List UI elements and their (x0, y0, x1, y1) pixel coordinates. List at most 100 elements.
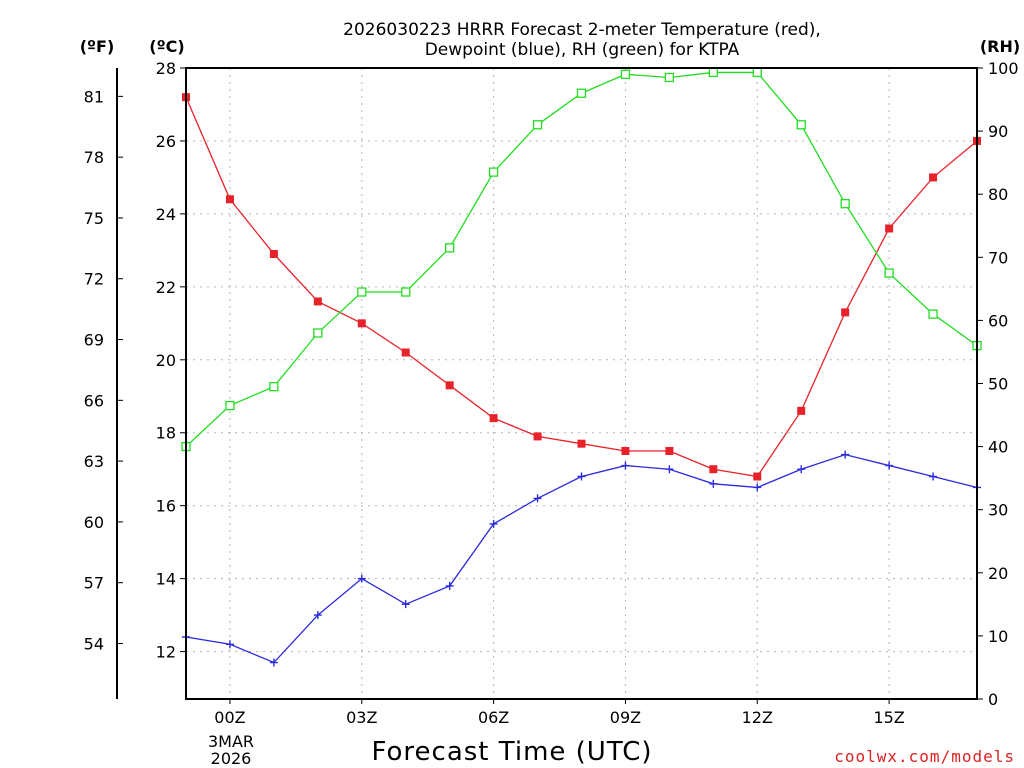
rh-tick-label: 90 (988, 122, 1008, 141)
rh-point (928, 309, 938, 319)
x-axis-label: Forecast Time (UTC) (371, 737, 652, 767)
dewpoint-point (533, 494, 542, 503)
temperature-point (269, 250, 278, 259)
rh-tick-label: 50 (988, 375, 1008, 394)
chart-title-line1: 2026030223 HRRR Forecast 2-meter Tempera… (343, 20, 821, 40)
dewpoint-point (753, 483, 762, 492)
celsius-tick-label: 26 (156, 132, 176, 151)
dewpoint-point (313, 611, 322, 620)
rh-point (752, 67, 762, 78)
fahrenheit-tick-label: 69 (84, 331, 104, 350)
dewpoint-point (709, 479, 718, 488)
rh-point (664, 72, 675, 83)
rh-tick-label: 40 (988, 438, 1008, 457)
celsius-tick-label: 20 (156, 351, 176, 370)
fahrenheit-tick-label: 60 (84, 513, 104, 532)
tick-labels: 00Z 03Z 06Z 09Z 12Z 15Z 12 14 16 18 20 22 24 26 28 54 57… (84, 59, 1019, 727)
rh-point (313, 328, 323, 338)
celsius-tick-label: 14 (156, 570, 176, 589)
temperature-point (797, 406, 806, 415)
celsius-tick-label: 18 (156, 424, 176, 443)
dewpoint-point (489, 519, 498, 528)
fahrenheit-tick-label: 57 (84, 574, 104, 593)
temperature-point (533, 432, 542, 441)
celsius-tick-label: 12 (156, 643, 176, 662)
x-tick-label: 09Z (610, 708, 641, 727)
rh-point (620, 69, 631, 79)
fahrenheit-tick-label: 72 (84, 270, 104, 289)
dewpoint-point (445, 581, 454, 590)
temperature-point (841, 308, 850, 317)
rh-point (488, 167, 499, 177)
celsius-tick-label: 24 (156, 205, 176, 224)
temperature-line (185, 96, 978, 478)
temperature-point (929, 173, 938, 182)
series-layer (181, 67, 982, 667)
dewpoint-point (577, 472, 586, 481)
grid-lines (186, 67, 977, 699)
rh-point (796, 120, 806, 130)
dewpoint-point (357, 574, 366, 583)
temperature-point (313, 297, 322, 306)
celsius-unit-label: (ºC) (149, 37, 184, 56)
temperature-point (225, 195, 234, 204)
dewpoint-point (401, 600, 410, 609)
rh-tick-label: 30 (988, 501, 1008, 520)
rh-point (269, 382, 279, 392)
dewpoint-point (269, 658, 278, 667)
axes (116, 67, 983, 704)
rh-unit-label: (RH) (980, 37, 1020, 56)
fahrenheit-tick-label: 75 (84, 209, 104, 228)
temperature-point (665, 446, 674, 455)
rh-point (401, 287, 411, 297)
dewpoint-line (185, 453, 978, 664)
temperature-point (885, 224, 894, 233)
rh-tick-label: 80 (988, 185, 1008, 204)
rh-tick-label: 100 (988, 59, 1019, 78)
temperature-point (577, 439, 586, 448)
x-tick-label: 00Z (214, 708, 245, 727)
temperature-point (401, 348, 410, 357)
dewpoint-point (225, 640, 234, 649)
fahrenheit-tick-label: 78 (84, 148, 104, 167)
fahrenheit-tick-label: 81 (84, 87, 104, 106)
rh-point (708, 67, 718, 78)
fahrenheit-tick-label: 54 (84, 634, 104, 653)
rh-point (357, 287, 367, 297)
rh-point (445, 243, 455, 253)
rh-point (225, 400, 235, 411)
rh-point (840, 199, 850, 209)
rh-tick-label: 20 (988, 564, 1008, 583)
rh-tick-label: 10 (988, 627, 1008, 646)
dewpoint-point (621, 461, 630, 470)
temperature-point (753, 472, 762, 481)
x-tick-label: 03Z (346, 708, 377, 727)
rh-tick-label: 0 (988, 690, 998, 709)
celsius-tick-label: 28 (156, 59, 176, 78)
rh-tick-label: 70 (988, 248, 1008, 267)
fahrenheit-tick-label: 63 (84, 452, 104, 471)
date-label-month: 3MAR (208, 732, 254, 751)
credit-label: coolwx.com/models (834, 747, 1015, 766)
date-label-year: 2026 (211, 749, 252, 768)
celsius-tick-label: 16 (156, 497, 176, 516)
plot-frame (185, 67, 978, 700)
fahrenheit-tick-label: 66 (84, 391, 104, 410)
dewpoint-point (797, 465, 806, 474)
rh-line (185, 71, 978, 448)
temperature-point (489, 414, 498, 423)
dewpoint-point (665, 465, 674, 474)
temperature-point (709, 465, 718, 474)
chart-title-line2: Dewpoint (blue), RH (green) for KTPA (425, 40, 740, 60)
rh-tick-label: 60 (988, 311, 1008, 330)
temperature-point (445, 381, 454, 390)
dewpoint-point (841, 450, 850, 459)
rh-point (884, 268, 894, 278)
dewpoint-point (885, 461, 894, 470)
fahrenheit-unit-label: (ºF) (80, 37, 115, 56)
x-tick-label: 06Z (478, 708, 509, 727)
celsius-tick-label: 22 (156, 278, 176, 297)
temperature-point (357, 319, 366, 328)
rh-point (576, 88, 587, 98)
temperature-point (621, 446, 630, 455)
